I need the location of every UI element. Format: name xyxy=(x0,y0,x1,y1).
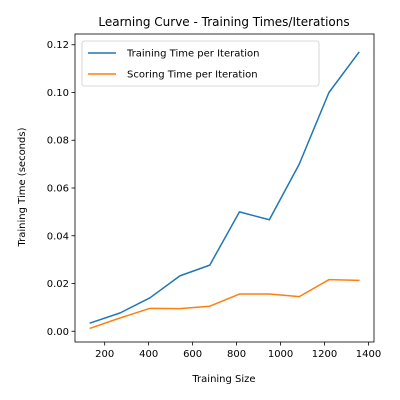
y-axis-title: Training Time (seconds) xyxy=(17,127,28,247)
chart-title: Learning Curve - Training Times/Iteratio… xyxy=(98,15,349,29)
legend-label-2: Scoring Time per Iteration xyxy=(127,70,258,81)
y-tick-label: 0.12 xyxy=(47,40,69,51)
x-tick-label: 600 xyxy=(183,349,202,360)
y-tick-label: 0.06 xyxy=(47,184,69,195)
x-tick-label: 1000 xyxy=(268,349,293,360)
y-tick-label: 0.10 xyxy=(47,88,69,99)
y-tick-label: 0.00 xyxy=(47,327,69,338)
series-line-2 xyxy=(89,278,360,330)
series-line-1 xyxy=(89,51,360,324)
x-tick-label: 200 xyxy=(95,349,114,360)
plot-area: 200 400 600 800 1000 1200 1400 0.00 0.02 0.04 0.06… xyxy=(47,33,381,360)
x-tick-label: 800 xyxy=(227,349,246,360)
y-tick-label: 0.08 xyxy=(47,136,69,147)
y-tick-label: 0.04 xyxy=(47,231,69,242)
x-tick-label: 1400 xyxy=(356,349,381,360)
y-tick-label: 0.02 xyxy=(47,279,69,290)
x-tick-label: 1200 xyxy=(312,349,337,360)
x-axis-title: Training Size xyxy=(191,374,255,385)
x-tick-label: 400 xyxy=(139,349,158,360)
legend-label-1: Training Time per Iteration xyxy=(126,49,260,60)
legend-box xyxy=(81,40,320,87)
legend: Training Time per Iteration Scoring Time … xyxy=(81,40,320,87)
